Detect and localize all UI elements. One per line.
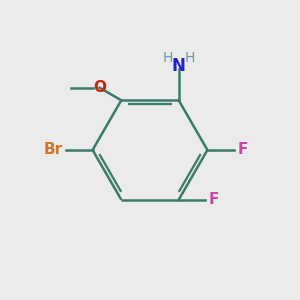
- Text: Br: Br: [44, 142, 63, 158]
- Text: H: H: [162, 51, 173, 65]
- Text: F: F: [209, 192, 219, 207]
- Text: F: F: [238, 142, 248, 158]
- Text: H: H: [185, 51, 195, 65]
- Text: N: N: [172, 57, 186, 75]
- Text: O: O: [93, 80, 106, 95]
